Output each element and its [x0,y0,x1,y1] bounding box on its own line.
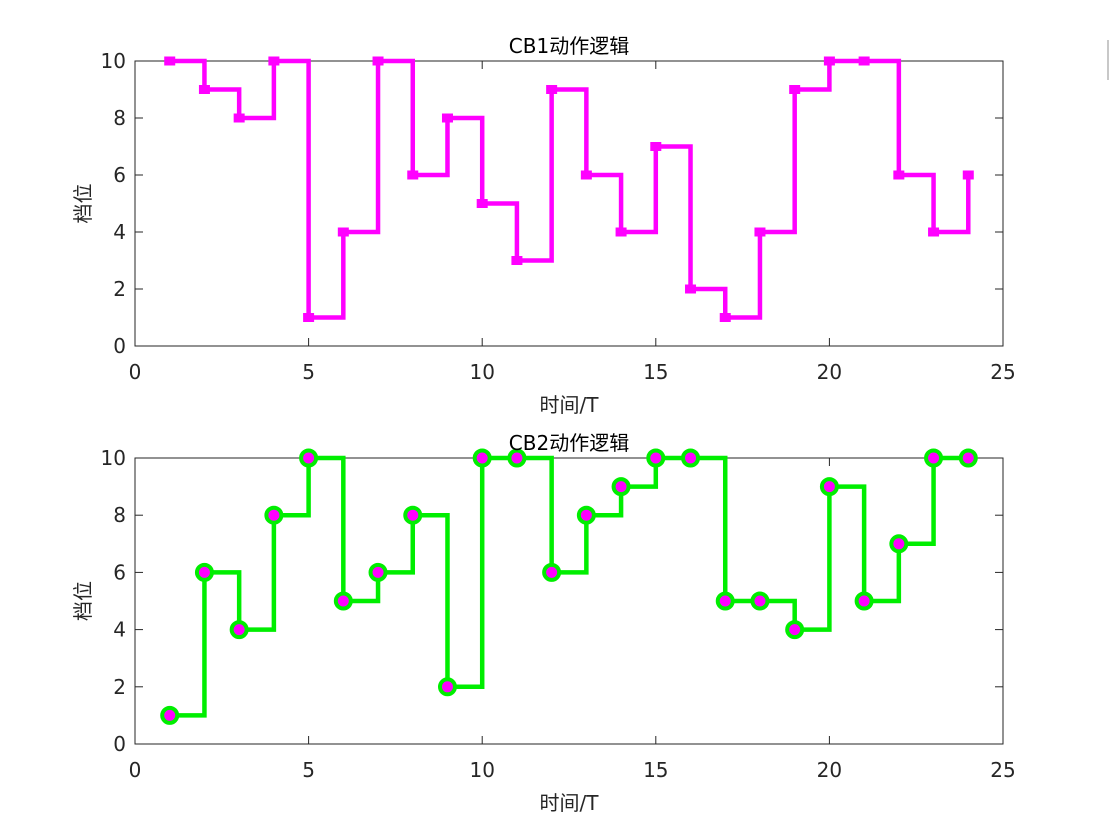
data-point [854,591,874,611]
data-point [403,505,423,525]
y-axis-label: 档位 [71,184,95,224]
y-tick-label: 6 [113,560,126,584]
data-point [719,313,731,322]
x-tick-label: 15 [643,758,668,782]
data-point [754,227,766,237]
data-point [889,534,909,554]
data-point [229,620,249,640]
x-tick-label: 20 [817,758,842,782]
data-point [337,227,349,237]
x-tick-label: 5 [302,360,315,384]
y-tick-label: 2 [113,675,126,699]
data-point [303,313,315,322]
data-point [580,170,592,180]
x-tick-label: 0 [129,758,142,782]
data-point [681,448,701,468]
y-tick-label: 6 [113,163,126,187]
data-point [472,448,492,468]
y-tick-label: 8 [113,106,126,130]
x-tick-label: 5 [302,758,315,782]
y-tick-label: 2 [113,277,126,301]
data-point [962,170,974,180]
data-point [650,142,662,151]
x-tick-label: 0 [129,360,142,384]
data-point [164,56,176,66]
data-point [507,448,527,468]
data-point [437,677,457,697]
chart-title: CB2动作逻辑 [509,431,629,455]
x-tick-label: 10 [469,360,494,384]
data-point [928,227,940,237]
x-tick-label: 15 [643,360,668,384]
y-tick-label: 0 [113,334,126,358]
x-tick-label: 10 [469,758,494,782]
data-point [958,448,978,468]
x-axis-label: 时间/T [540,791,600,815]
plot-area [134,60,1004,347]
data-point [611,477,631,497]
y-tick-label: 4 [113,220,126,244]
data-point [441,113,453,123]
series-line [169,58,971,320]
data-point [542,562,562,582]
data-point [576,505,596,525]
y-tick-label: 4 [113,618,126,642]
data-point [160,705,180,725]
data-point [924,448,944,468]
chart-title: CB1动作逻辑 [509,34,629,58]
y-axis-label: 档位 [71,581,95,621]
x-tick-label: 20 [817,360,842,384]
data-point [333,591,353,611]
data-point [372,56,384,66]
data-point [368,562,388,582]
data-point [299,448,319,468]
y-tick-label: 8 [113,503,126,527]
data-point [615,227,627,237]
data-point [194,562,214,582]
data-point [476,199,488,208]
data-point [893,170,905,180]
data-point [511,256,523,265]
data-point [858,56,870,66]
y-tick-label: 0 [113,732,126,756]
data-point [233,113,245,123]
data-point [789,85,801,94]
data-point [198,85,210,94]
data-point [823,56,835,66]
x-tick-label: 25 [990,360,1015,384]
x-tick-label: 25 [990,758,1015,782]
y-tick-label: 10 [101,49,126,73]
y-tick-label: 10 [101,446,126,470]
data-point [546,85,558,94]
data-point [646,448,666,468]
x-axis-label: 时间/T [540,393,600,417]
data-point [715,591,735,611]
data-point [268,56,280,66]
data-point [750,591,770,611]
data-point [819,477,839,497]
data-point [264,505,284,525]
window-edge [1107,40,1109,80]
data-point [407,170,419,180]
data-point [785,620,805,640]
data-point [685,284,697,294]
